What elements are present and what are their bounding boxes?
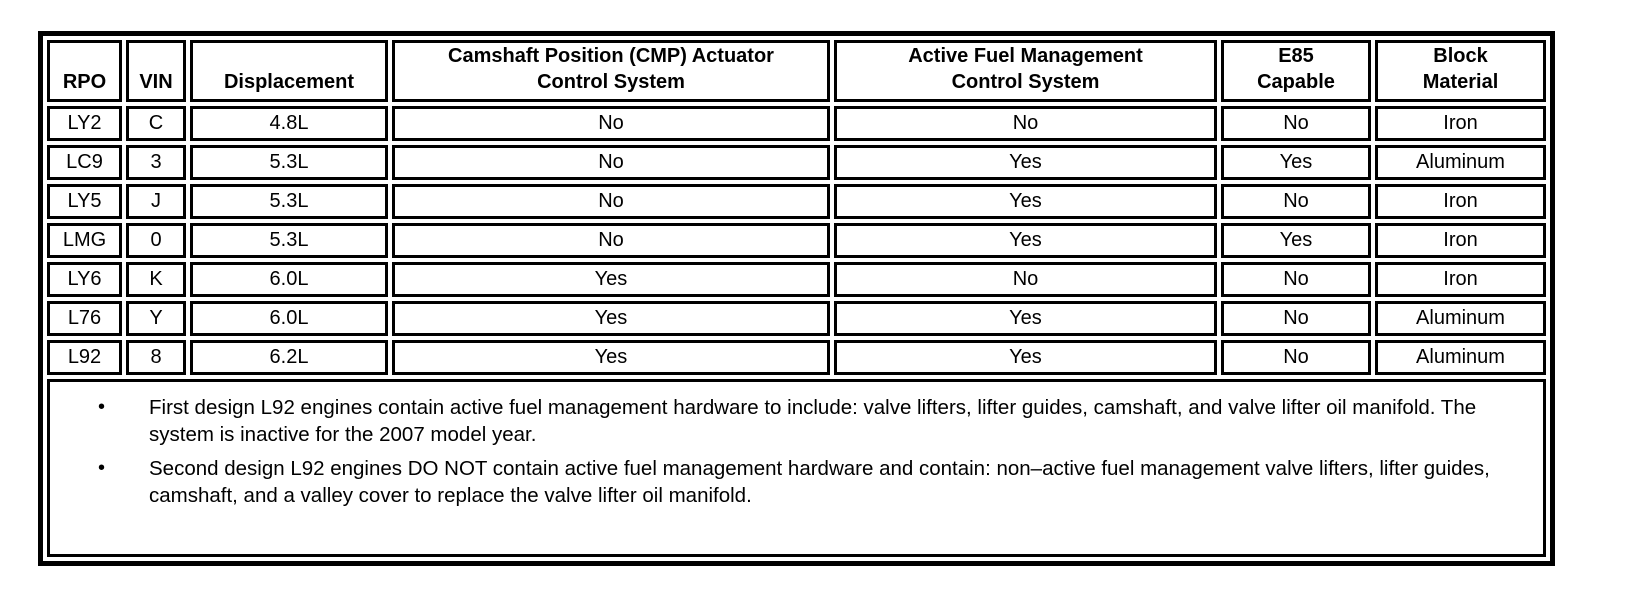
- table-row: L92 8 6.2L Yes Yes No Aluminum: [47, 340, 1546, 375]
- cell-vin: Y: [126, 301, 186, 336]
- cell-blk: Iron: [1375, 106, 1546, 141]
- note-item: • Second design L92 engines DO NOT contai…: [50, 455, 1527, 509]
- cell-e85: Yes: [1221, 145, 1371, 180]
- cell-cmp: No: [392, 106, 830, 141]
- table-row: LY2 C 4.8L No No No Iron: [47, 106, 1546, 141]
- cell-e85: No: [1221, 262, 1371, 297]
- table-row: LC9 3 5.3L No Yes Yes Aluminum: [47, 145, 1546, 180]
- column-header-vin: VIN: [126, 40, 186, 102]
- cell-afm: Yes: [834, 145, 1217, 180]
- cell-cmp: No: [392, 223, 830, 258]
- cell-blk: Iron: [1375, 184, 1546, 219]
- table-row: LY6 K 6.0L Yes No No Iron: [47, 262, 1546, 297]
- bullet-icon: •: [98, 457, 106, 479]
- cell-cmp: Yes: [392, 340, 830, 375]
- note-text: First design L92 engines contain active …: [149, 396, 1477, 446]
- note-text: Second design L92 engines DO NOT contain…: [149, 457, 1490, 507]
- cell-e85: No: [1221, 301, 1371, 336]
- cell-cmp: No: [392, 184, 830, 219]
- cell-vin: 3: [126, 145, 186, 180]
- cell-vin: 0: [126, 223, 186, 258]
- cell-vin: 8: [126, 340, 186, 375]
- cell-rpo: LY5: [47, 184, 122, 219]
- cell-rpo: LMG: [47, 223, 122, 258]
- table-row: LY5 J 5.3L No Yes No Iron: [47, 184, 1546, 219]
- cell-blk: Aluminum: [1375, 301, 1546, 336]
- cell-e85: No: [1221, 340, 1371, 375]
- cell-e85: Yes: [1221, 223, 1371, 258]
- cell-rpo: LY2: [47, 106, 122, 141]
- cell-blk: Aluminum: [1375, 145, 1546, 180]
- cell-disp: 4.8L: [190, 106, 388, 141]
- cell-rpo: LC9: [47, 145, 122, 180]
- cell-disp: 6.2L: [190, 340, 388, 375]
- cell-blk: Aluminum: [1375, 340, 1546, 375]
- notes-list: • First design L92 engines contain active…: [50, 394, 1527, 509]
- cell-disp: 6.0L: [190, 301, 388, 336]
- column-header-afm: Active Fuel Management Control System: [834, 40, 1217, 102]
- column-header-cmp: Camshaft Position (CMP) Actuator Control…: [392, 40, 830, 102]
- table-row: L76 Y 6.0L Yes Yes No Aluminum: [47, 301, 1546, 336]
- notes-row: • First design L92 engines contain active…: [47, 379, 1546, 557]
- table-row: LMG 0 5.3L No Yes Yes Iron: [47, 223, 1546, 258]
- cell-afm: Yes: [834, 184, 1217, 219]
- column-header-disp: Displacement: [190, 40, 388, 102]
- cell-disp: 5.3L: [190, 184, 388, 219]
- cell-disp: 6.0L: [190, 262, 388, 297]
- bullet-icon: •: [98, 396, 106, 418]
- cell-cmp: No: [392, 145, 830, 180]
- cell-cmp: Yes: [392, 301, 830, 336]
- cell-afm: Yes: [834, 301, 1217, 336]
- cell-e85: No: [1221, 106, 1371, 141]
- cell-afm: Yes: [834, 223, 1217, 258]
- cell-vin: C: [126, 106, 186, 141]
- cell-afm: No: [834, 262, 1217, 297]
- note-item: • First design L92 engines contain active…: [50, 394, 1527, 448]
- cell-rpo: L92: [47, 340, 122, 375]
- cell-vin: J: [126, 184, 186, 219]
- notes-cell: • First design L92 engines contain active…: [47, 379, 1546, 557]
- cell-blk: Iron: [1375, 262, 1546, 297]
- cell-afm: Yes: [834, 340, 1217, 375]
- engine-spec-table: RPO VIN Displacement Camshaft Position (CMP…: [38, 31, 1555, 566]
- column-header-e85: E85 Capable: [1221, 40, 1371, 102]
- cell-blk: Iron: [1375, 223, 1546, 258]
- header-row: RPO VIN Displacement Camshaft Position (CMP…: [47, 40, 1546, 102]
- cell-disp: 5.3L: [190, 145, 388, 180]
- cell-e85: No: [1221, 184, 1371, 219]
- cell-rpo: L76: [47, 301, 122, 336]
- cell-afm: No: [834, 106, 1217, 141]
- column-header-rpo: RPO: [47, 40, 122, 102]
- column-header-blk: Block Material: [1375, 40, 1546, 102]
- cell-vin: K: [126, 262, 186, 297]
- cell-rpo: LY6: [47, 262, 122, 297]
- cell-disp: 5.3L: [190, 223, 388, 258]
- cell-cmp: Yes: [392, 262, 830, 297]
